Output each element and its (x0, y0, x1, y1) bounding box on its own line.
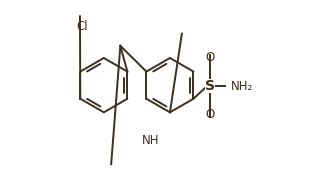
Text: O: O (206, 51, 215, 64)
Text: NH₂: NH₂ (231, 80, 253, 92)
Text: Cl: Cl (76, 20, 88, 33)
Text: O: O (206, 108, 215, 121)
Text: NH: NH (142, 134, 159, 147)
Text: S: S (205, 79, 215, 93)
